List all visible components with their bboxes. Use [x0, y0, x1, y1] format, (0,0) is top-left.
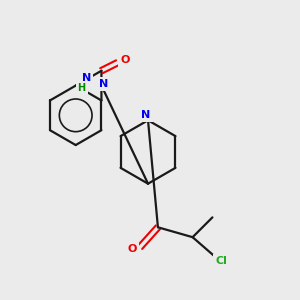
Text: N: N [99, 79, 108, 88]
Text: O: O [128, 244, 137, 254]
Text: N: N [82, 73, 91, 83]
Text: Cl: Cl [215, 256, 227, 266]
Text: N: N [141, 110, 151, 120]
Text: H: H [78, 83, 86, 93]
Text: O: O [121, 55, 130, 65]
